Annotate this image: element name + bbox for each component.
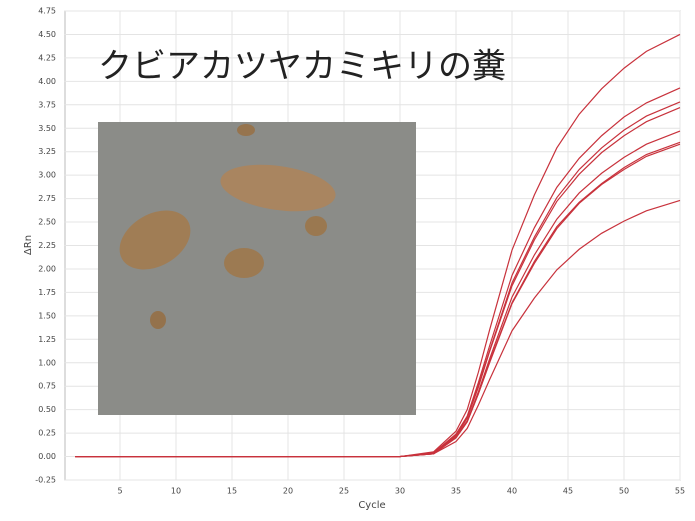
frass [150, 311, 166, 329]
y-tick-label: 2.75 [38, 194, 56, 203]
x-tick-label: 55 [675, 487, 685, 496]
photo [98, 122, 416, 415]
y-tick-label: 4.00 [38, 77, 56, 86]
y-tick-label: 1.00 [38, 358, 56, 367]
x-tick-label: 45 [563, 487, 573, 496]
y-tick-label: 1.75 [38, 288, 56, 297]
y-tick-label: 4.25 [38, 53, 56, 62]
y-tick-label: -0.25 [35, 476, 56, 485]
y-tick-label: 3.50 [38, 124, 56, 133]
y-tick-label: 0.50 [38, 405, 56, 414]
x-tick-label: 35 [451, 487, 461, 496]
y-tick-label: 1.25 [38, 335, 56, 344]
x-tick-label: 30 [395, 487, 405, 496]
curves [75, 33, 681, 458]
y-tick-label: 4.75 [38, 7, 56, 16]
y-tick-label: 2.00 [38, 264, 56, 273]
amplification-curve [75, 199, 681, 458]
x-tick-label: 10 [171, 487, 181, 496]
y-axis-label: ΔRn [23, 235, 34, 255]
x-tick-label: 40 [507, 487, 517, 496]
y-tick-label: 3.25 [38, 147, 56, 156]
frass [305, 216, 327, 236]
x-tick-label: 5 [117, 487, 122, 496]
y-tick-label: 3.75 [38, 100, 56, 109]
y-tick-label: 4.50 [38, 30, 56, 39]
frass [224, 248, 264, 278]
y-tick-label: 1.50 [38, 311, 56, 320]
frass [237, 124, 255, 136]
x-tick-label: 50 [619, 487, 629, 496]
y-tick-label: 2.50 [38, 218, 56, 227]
y-tick-label: 0.25 [38, 429, 56, 438]
x-tick-label: 25 [339, 487, 349, 496]
y-tick-label: 2.25 [38, 241, 56, 250]
y-tick-label: 0.00 [38, 452, 56, 461]
x-axis-label: Cycle [358, 500, 385, 511]
x-tick-label: 20 [283, 487, 293, 496]
frass [220, 164, 336, 212]
y-tick-label: 0.75 [38, 382, 56, 391]
x-tick-label: 15 [227, 487, 237, 496]
frass [119, 210, 191, 270]
title: クビアカツヤカミキリの糞 [98, 47, 506, 87]
y-tick-label: 3.00 [38, 171, 56, 180]
